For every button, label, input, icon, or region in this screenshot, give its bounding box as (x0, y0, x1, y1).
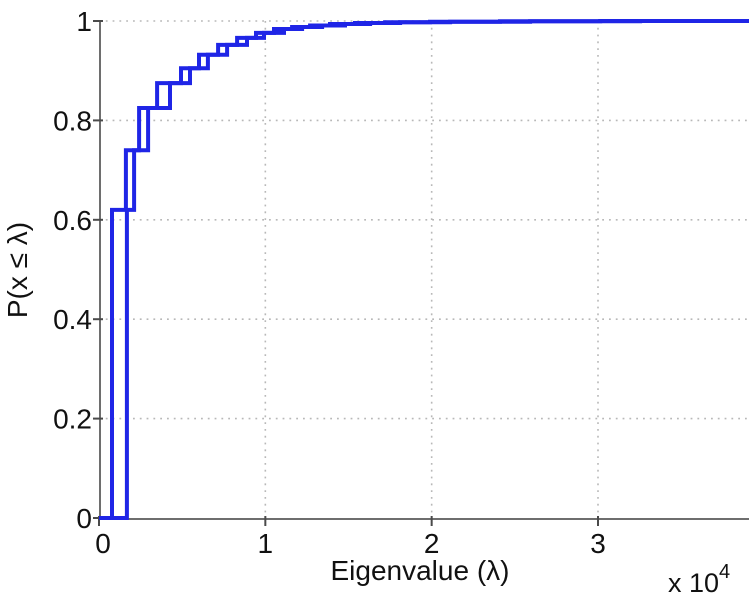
x-tick-label: 0 (95, 528, 111, 559)
axis-scale-exponent: 4 (719, 561, 730, 583)
x-tick-label: 3 (590, 528, 606, 559)
axis-scale-prefix: x 10 (668, 568, 719, 598)
y-tick-label: 0.6 (53, 205, 92, 236)
y-tick-label: 0 (76, 503, 92, 534)
y-tick-label: 0.8 (53, 105, 92, 136)
curve-layer (99, 19, 749, 520)
eigenvalue-ecdf-1-curve (99, 19, 749, 520)
y-axis-label: P(x ≤ λ) (2, 222, 33, 318)
x-tick-label: 2 (424, 528, 440, 559)
y-tick-label: 0.4 (53, 304, 92, 335)
x-axis-label: Eigenvalue (λ) (331, 555, 510, 586)
y-tick-label: 0.2 (53, 404, 92, 435)
axis-layer (93, 20, 749, 526)
x-tick-label: 1 (258, 528, 274, 559)
eigenvalue-ecdf-2-curve (99, 19, 749, 520)
tick-label-layer: 0 1 2 3 0 0.2 0.4 0.6 0.8 1 (53, 6, 606, 559)
y-tick-label: 1 (76, 6, 92, 37)
axis-scale-label: x 104 (668, 561, 730, 598)
grid-layer (99, 20, 749, 518)
